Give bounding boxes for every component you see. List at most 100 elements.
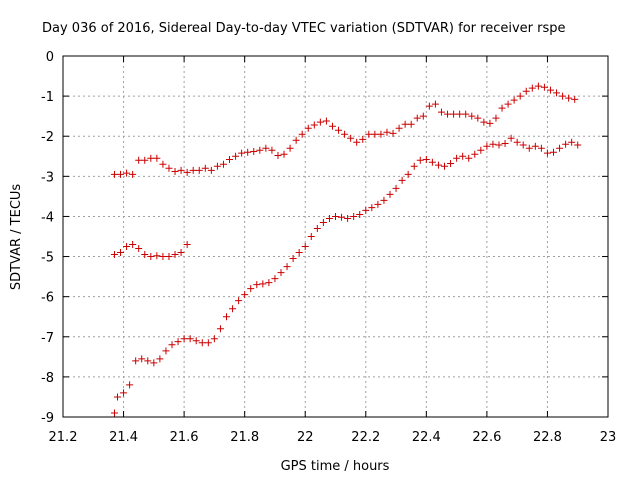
y-axis-label: SDTVAR / TECUs	[9, 184, 24, 291]
data-point	[504, 100, 512, 108]
data-point	[377, 130, 385, 138]
data-point	[210, 335, 218, 343]
data-point	[477, 146, 485, 154]
data-point	[468, 112, 476, 120]
data-point	[223, 313, 230, 321]
data-point	[525, 144, 533, 152]
data-point	[253, 281, 261, 289]
data-point	[126, 381, 134, 389]
data-point	[371, 130, 379, 138]
data-point	[441, 162, 448, 170]
y-tick-label: -6	[41, 291, 54, 306]
data-point	[165, 253, 173, 261]
data-point	[498, 104, 506, 112]
data-point	[534, 82, 542, 90]
data-point	[543, 149, 551, 157]
data-point	[383, 128, 391, 136]
data-point	[389, 129, 397, 137]
data-point	[444, 110, 452, 118]
data-point	[401, 120, 409, 128]
data-point	[350, 212, 358, 220]
x-tick-label: 21.6	[170, 430, 199, 445]
data-point	[241, 291, 249, 299]
plot-frame	[62, 55, 609, 418]
data-point	[286, 144, 294, 152]
data-point	[513, 138, 521, 146]
y-tick-label: -4	[41, 210, 54, 225]
data-point	[332, 212, 339, 220]
data-point	[129, 241, 137, 249]
data-point	[559, 92, 567, 100]
data-point	[274, 151, 282, 159]
series-arc2	[110, 241, 191, 261]
series-arc1	[110, 82, 579, 178]
data-point	[447, 159, 455, 167]
x-tick-label: 23	[600, 430, 617, 445]
data-point	[398, 176, 406, 184]
data-point	[277, 269, 285, 277]
data-point	[562, 140, 570, 148]
data-point	[459, 152, 467, 160]
data-point	[404, 170, 412, 178]
y-tick-label: -5	[41, 251, 54, 266]
x-tick-label: 22.2	[351, 430, 380, 445]
data-point	[456, 110, 464, 118]
data-point	[428, 158, 436, 166]
data-point	[407, 120, 415, 128]
data-point	[183, 241, 191, 249]
data-point	[574, 141, 582, 149]
data-point	[159, 160, 167, 168]
data-point	[147, 154, 155, 162]
data-point	[386, 190, 394, 198]
data-point	[156, 355, 164, 363]
data-point	[292, 136, 300, 144]
data-point	[132, 357, 140, 365]
data-point	[189, 166, 197, 174]
data-point	[434, 161, 442, 169]
data-point	[259, 280, 267, 288]
data-point	[328, 122, 336, 130]
data-point	[365, 130, 373, 138]
x-tick-label: 22.6	[472, 430, 501, 445]
data-point	[162, 347, 170, 355]
data-point	[204, 339, 212, 347]
data-point	[531, 142, 539, 150]
x-axis-label: GPS time / hours	[281, 459, 390, 474]
y-tick-label: -3	[41, 170, 54, 185]
data-point	[110, 170, 118, 178]
data-point	[268, 146, 276, 154]
data-point	[283, 263, 291, 271]
data-point	[341, 130, 349, 138]
x-tick-label: 22.4	[412, 430, 441, 445]
data-point	[462, 110, 470, 118]
data-point	[183, 168, 191, 176]
data-point	[501, 139, 509, 147]
data-point	[262, 144, 270, 152]
data-point	[174, 338, 182, 346]
data-point	[362, 206, 370, 214]
data-point	[550, 148, 557, 156]
data-point	[129, 170, 137, 178]
data-point	[226, 155, 234, 163]
data-point	[232, 152, 240, 160]
data-point	[201, 164, 209, 172]
data-point	[489, 140, 497, 148]
data-point	[471, 150, 479, 158]
data-point	[380, 196, 388, 204]
data-point	[310, 121, 318, 129]
data-point	[450, 110, 458, 118]
data-point	[537, 144, 545, 152]
x-tick-label: 22.8	[533, 430, 562, 445]
series-arc3	[110, 134, 582, 417]
data-point	[141, 251, 149, 259]
axis-ticks: 21.2 21.4 21.6 21.8 22 22.2 22.4 22.6 22.8 23 0 -1 -…	[41, 50, 616, 445]
data-point	[431, 100, 439, 108]
data-point	[325, 214, 333, 222]
data-point	[368, 204, 376, 212]
data-point	[416, 156, 424, 164]
data-point	[413, 114, 421, 122]
data-point	[159, 253, 167, 261]
data-point	[522, 87, 530, 95]
data-point	[546, 86, 554, 94]
data-point	[528, 84, 536, 92]
